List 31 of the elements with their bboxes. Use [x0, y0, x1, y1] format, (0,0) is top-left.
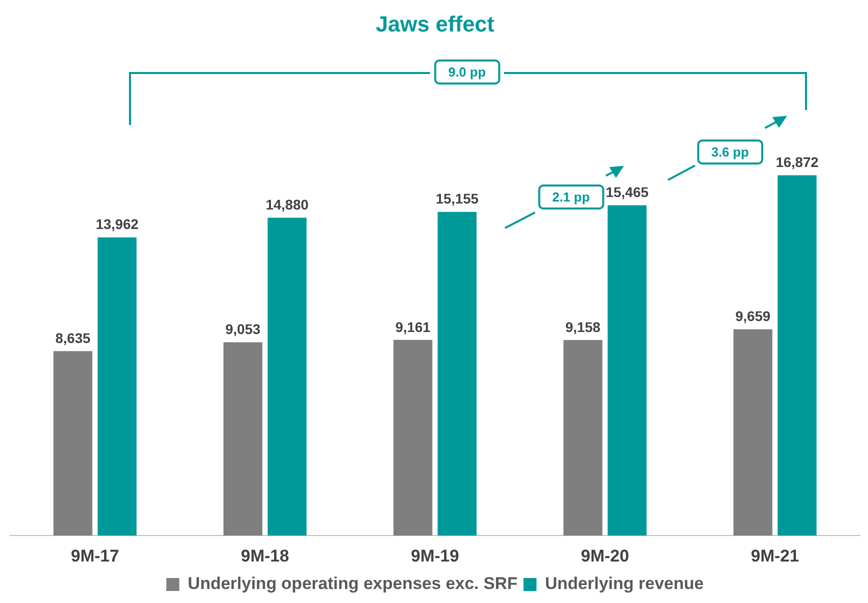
data-label: 9,053	[225, 321, 261, 338]
x-tick-label: 9M-21	[750, 546, 800, 566]
bar	[438, 212, 477, 536]
legend-label: Underlying operating expenses exc. SRF	[188, 574, 518, 594]
bar	[608, 205, 647, 536]
bar	[223, 342, 262, 536]
data-label: 9,659	[735, 308, 771, 324]
annotation: 2.1 pp	[538, 184, 604, 210]
data-label: 8,635	[55, 330, 91, 346]
data-label: 14,880	[266, 196, 309, 213]
bar	[563, 340, 602, 536]
data-label: 16,872	[776, 154, 819, 170]
x-tick-label: 9M-20	[580, 546, 630, 566]
bar	[393, 340, 432, 536]
bar	[53, 351, 92, 536]
text: 3.6 pp	[697, 140, 763, 164]
data-label: 15,155	[436, 190, 479, 207]
bar	[778, 175, 817, 536]
data-label: 13,962	[96, 216, 139, 232]
bar	[98, 237, 137, 536]
text: 9.0 pp	[434, 60, 500, 84]
legend-label: Underlying revenue	[545, 574, 704, 594]
x-tick-label: 9M-17	[70, 546, 120, 566]
x-tick-label: 9M-18	[240, 546, 290, 566]
data-label: 9,161	[395, 318, 431, 335]
x-tick-label: 9M-19	[410, 546, 460, 566]
chart-title: Jaws effect	[376, 11, 495, 36]
data-label: 15,465	[606, 184, 649, 200]
data-label: 9,158	[565, 318, 601, 335]
bar	[733, 329, 772, 536]
bar	[268, 218, 307, 536]
